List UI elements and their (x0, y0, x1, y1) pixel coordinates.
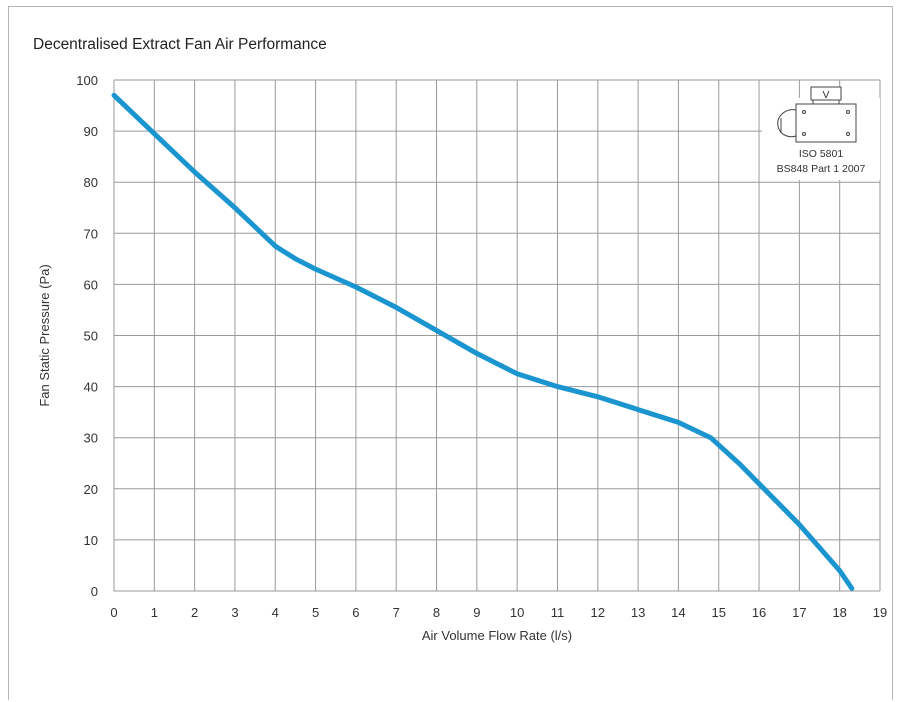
badge-line-2: BS848 Part 1 2007 (777, 163, 866, 175)
x-tick-label: 10 (510, 605, 524, 620)
data-point (736, 461, 741, 466)
x-tick-label: 6 (352, 605, 359, 620)
data-point (353, 284, 358, 289)
badge-icon-label: V (822, 89, 829, 101)
x-tick-label: 5 (312, 605, 319, 620)
data-point (515, 371, 520, 376)
y-tick-label: 0 (91, 584, 98, 599)
data-point (708, 435, 713, 440)
y-tick-label: 60 (84, 277, 98, 292)
x-tick-label: 9 (473, 605, 480, 620)
x-tick-label: 8 (433, 605, 440, 620)
y-tick-label: 10 (84, 533, 98, 548)
y-tick-label: 80 (84, 175, 98, 190)
y-tick-labels: 0 10 20 30 40 50 60 70 80 90 100 (76, 73, 98, 599)
data-point (555, 384, 560, 389)
x-tick-label: 11 (551, 605, 565, 620)
y-tick-label: 70 (84, 226, 98, 241)
x-tick-label: 15 (712, 605, 726, 620)
data-point (434, 328, 439, 333)
data-point (273, 244, 278, 249)
series-group (111, 92, 855, 591)
y-axis-label: Fan Static Pressure (Pa) (37, 264, 52, 406)
data-point (837, 568, 842, 573)
y-tick-label: 20 (84, 482, 98, 497)
data-point (849, 586, 854, 591)
x-tick-label: 13 (631, 605, 645, 620)
y-tick-label: 30 (84, 431, 98, 446)
data-point (595, 394, 600, 399)
data-point (394, 305, 399, 310)
y-tick-label: 50 (84, 329, 98, 344)
series-line (111, 92, 855, 591)
x-tick-label: 14 (671, 605, 685, 620)
data-point (152, 131, 157, 136)
data-point (676, 420, 681, 425)
x-axis-label: Air Volume Flow Rate (l/s) (422, 628, 572, 643)
y-tick-label: 40 (84, 380, 98, 395)
chart-frame (8, 6, 893, 700)
data-point (232, 205, 237, 210)
x-tick-label: 2 (191, 605, 198, 620)
chart-title: Decentralised Extract Fan Air Performanc… (33, 36, 327, 53)
fan-test-rig-icon (777, 86, 857, 143)
x-tick-label: 0 (110, 605, 117, 620)
data-point (112, 93, 117, 98)
data-point (757, 481, 762, 486)
x-tick-label: 3 (231, 605, 238, 620)
data-point (474, 351, 479, 356)
x-tick-label: 19 (873, 605, 887, 620)
data-point (313, 267, 318, 272)
data-point (636, 407, 641, 412)
x-tick-label: 16 (752, 605, 766, 620)
x-tick-label: 4 (272, 605, 279, 620)
badge-line-1: ISO 5801 (799, 148, 844, 160)
x-tick-label: 12 (591, 605, 605, 620)
y-tick-label: 90 (84, 124, 98, 139)
x-tick-label: 17 (792, 605, 806, 620)
x-tick-label: 18 (832, 605, 846, 620)
data-point (293, 256, 298, 261)
y-tick-label: 100 (76, 73, 98, 88)
data-point (797, 522, 802, 527)
x-tick-label: 1 (151, 605, 158, 620)
data-point (192, 169, 197, 174)
grid-lines (113, 79, 881, 592)
x-tick-label: 7 (393, 605, 400, 620)
x-tick-labels: 0 1 2 3 4 5 6 7 8 9 10 11 12 13 14 15 16 17 18 19 (110, 605, 887, 620)
standards-badge: V ISO 5801 BS848 Part 1 2007 (762, 86, 880, 180)
